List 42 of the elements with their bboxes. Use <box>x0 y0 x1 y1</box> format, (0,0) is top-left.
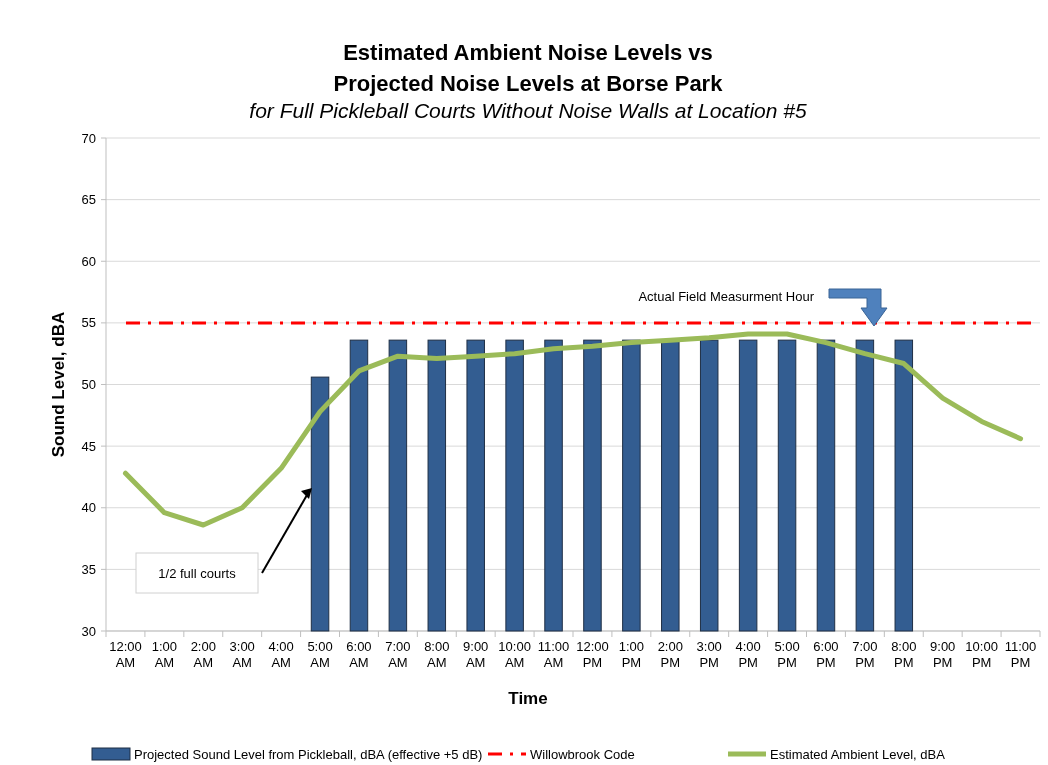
y-tick-label: 45 <box>81 438 96 454</box>
y-tick-label: 60 <box>81 253 96 269</box>
x-tick-label: 5:00 AM <box>307 639 333 670</box>
legend-label: Willowbrook Code <box>530 746 635 762</box>
x-tick-label: 6:00 PM <box>813 639 839 670</box>
x-tick-label: 11:00 PM <box>1004 639 1037 670</box>
y-tick-label: 65 <box>81 192 96 208</box>
y-axis-title: Sound Level, dBA <box>49 311 68 458</box>
chart-subtitle: for Full Pickleball Courts Without Noise Walls at Location #5 <box>249 99 807 122</box>
x-tick-label: 2:00 PM <box>657 639 683 670</box>
y-tick-label: 30 <box>81 623 96 639</box>
x-tick-label: 6:00 AM <box>346 639 372 670</box>
x-tick-label: 10:00 AM <box>498 639 531 670</box>
x-tick-label: 8:00 PM <box>891 639 917 670</box>
y-tick-label: 50 <box>81 377 96 393</box>
x-tick-label: 10:00 PM <box>965 639 998 670</box>
x-tick-label: 12:00 PM <box>576 639 609 670</box>
legend-label: Estimated Ambient Level, dBA <box>770 746 946 762</box>
annotation: Actual Field Measurment Hour <box>638 288 815 304</box>
x-tick-label: 11:00 AM <box>537 639 570 670</box>
x-tick-label: 5:00 PM <box>774 639 800 670</box>
x-tick-label: 12:00 AM <box>109 639 142 670</box>
legend-label: Projected Sound Level from Pickleball, dBA (effective +5 dB) <box>134 746 483 762</box>
y-tick-label: 40 <box>81 500 96 516</box>
x-tick-label: 7:00 AM <box>385 639 411 670</box>
y-tick-label: 35 <box>81 561 96 577</box>
annotation: 1/2 full courts <box>158 565 237 581</box>
x-axis-title: Time <box>508 689 548 708</box>
x-tick-label: 3:00 PM <box>696 639 722 670</box>
y-tick-label: 70 <box>81 130 96 146</box>
y-tick-label: 55 <box>81 315 96 331</box>
x-tick-label: 9:00 PM <box>930 639 956 670</box>
x-tick-label: 2:00 AM <box>190 639 216 670</box>
x-tick-label: 1:00 PM <box>618 639 645 670</box>
x-tick-label: 8:00 AM <box>424 639 450 670</box>
x-tick-label: 1:00 AM <box>151 639 178 670</box>
x-tick-label: 9:00 AM <box>463 639 489 670</box>
x-tick-label: 4:00 AM <box>268 639 294 670</box>
x-tick-label: 3:00 AM <box>229 639 255 670</box>
x-tick-label: 7:00 PM <box>852 639 878 670</box>
x-tick-label: 4:00 PM <box>735 639 761 670</box>
chart-title: Estimated Ambient Noise Levels vs Projected Noise Levels at Borse Park <box>333 40 724 96</box>
